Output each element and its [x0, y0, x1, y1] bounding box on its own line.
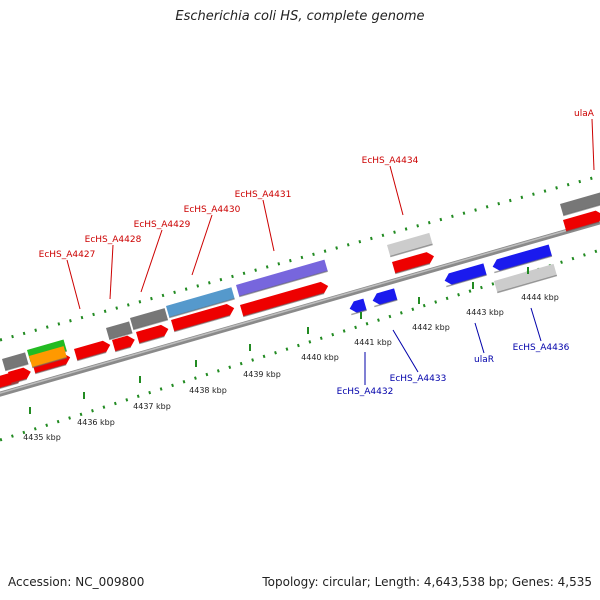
gene-label: EcHS_A4430 [184, 205, 241, 215]
gene-arrow [372, 288, 398, 308]
gene-arrow [112, 335, 135, 353]
feature-block [29, 346, 68, 369]
feature-block [2, 352, 29, 372]
gene-arrow [240, 281, 329, 318]
accession-text: Accession: NC_009800 [8, 575, 145, 589]
gene-label: EcHS_A4428 [85, 235, 142, 245]
gene-arrow [171, 304, 235, 333]
ruler-tick-label: 4437 kbp [133, 402, 171, 411]
gene-label: EcHS_A4429 [134, 220, 191, 230]
gene-arrow [563, 210, 600, 233]
ruler-tick-label: 4440 kbp [301, 353, 339, 362]
feature-block [236, 259, 328, 298]
map-title: Escherichia coli HS, complete genome [175, 9, 425, 24]
gene-label: EcHS_A4434 [362, 156, 419, 166]
ruler-tick-label: 4443 kbp [466, 308, 504, 317]
gene-label: EcHS_A4432 [337, 387, 394, 397]
gene-label: EcHS_A4431 [235, 190, 292, 200]
ruler-tick-label: 4438 kbp [189, 386, 227, 395]
gene-label: EcHS_A4427 [39, 250, 96, 260]
gene-arrow [8, 367, 31, 385]
gene-label: ulaR [474, 355, 494, 365]
gene-arrow [74, 340, 111, 362]
gene-arrow [349, 298, 367, 316]
feature-block [130, 308, 169, 331]
feature-block [560, 191, 600, 217]
ruler-tick-label: 4441 kbp [354, 338, 392, 347]
feature-block [106, 321, 133, 341]
gene-arrow [392, 252, 435, 275]
gene-arrow [136, 324, 169, 345]
feature-block [166, 287, 235, 319]
ruler-tick-label: 4442 kbp [412, 323, 450, 332]
gene-label: EcHS_A4436 [513, 343, 570, 353]
feature-block [387, 232, 433, 258]
ruler-tick-label: 4444 kbp [521, 293, 559, 302]
genome-summary-text: Topology: circular; Length: 4,643,538 bp… [262, 575, 592, 589]
gene-label: EcHS_A4433 [390, 374, 447, 384]
ruler-tick-label: 4435 kbp [23, 433, 61, 442]
genome-backbone [0, 219, 600, 397]
feature-block [494, 263, 558, 294]
gene-arrow [444, 263, 487, 288]
gene-label: ulaA [574, 109, 595, 119]
gene-arrow [492, 244, 553, 274]
ruler-tick-label: 4439 kbp [243, 370, 281, 379]
ruler-tick-label: 4436 kbp [77, 418, 115, 427]
